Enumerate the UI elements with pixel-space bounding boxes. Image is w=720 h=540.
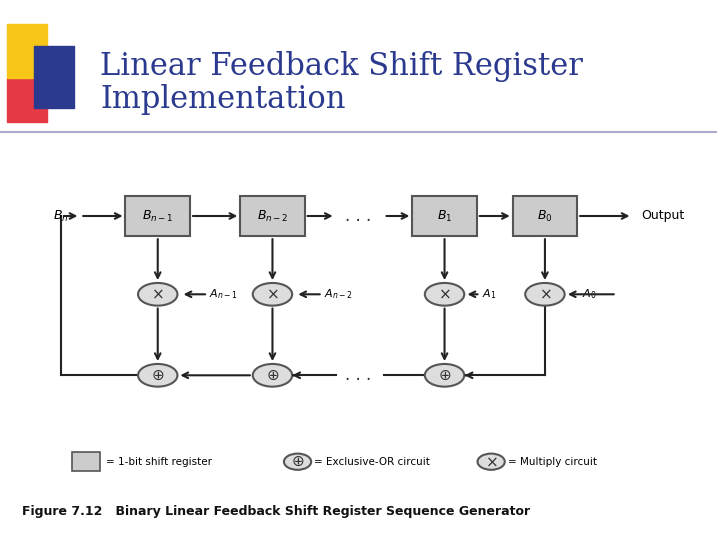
Text: $\oplus$: $\oplus$: [291, 454, 305, 469]
Ellipse shape: [425, 364, 464, 387]
Bar: [35, 46, 74, 108]
Text: $B_n$: $B_n$: [53, 208, 68, 224]
Text: $\oplus$: $\oplus$: [438, 368, 451, 383]
Bar: [240, 195, 305, 237]
Text: $\times$: $\times$: [485, 454, 498, 469]
Text: $\oplus$: $\oplus$: [266, 368, 279, 383]
Text: . . .: . . .: [346, 366, 372, 384]
Ellipse shape: [253, 364, 292, 387]
Bar: [125, 195, 190, 237]
Ellipse shape: [477, 454, 505, 470]
Text: Output: Output: [642, 210, 685, 222]
Text: $B_{n-1}$: $B_{n-1}$: [142, 208, 174, 224]
Text: Implementation: Implementation: [100, 84, 346, 114]
Text: $A_{n-2}$: $A_{n-2}$: [324, 287, 353, 301]
Text: = Exclusive-OR circuit: = Exclusive-OR circuit: [314, 457, 430, 467]
Text: $\times$: $\times$: [438, 287, 451, 302]
Bar: [413, 195, 477, 237]
Text: $B_1$: $B_1$: [437, 208, 452, 224]
Ellipse shape: [253, 283, 292, 306]
Text: Linear Feedback Shift Register: Linear Feedback Shift Register: [100, 51, 583, 82]
Ellipse shape: [138, 283, 177, 306]
Bar: [72, 452, 100, 471]
Ellipse shape: [425, 283, 464, 306]
Ellipse shape: [525, 283, 564, 306]
Text: $A_1$: $A_1$: [482, 287, 496, 301]
Text: $B_0$: $B_0$: [537, 208, 553, 224]
Text: $\times$: $\times$: [266, 287, 279, 302]
Text: = Multiply circuit: = Multiply circuit: [508, 457, 597, 467]
Text: $B_{n-2}$: $B_{n-2}$: [257, 208, 288, 224]
Text: . . .: . . .: [346, 207, 372, 225]
Text: $\oplus$: $\oplus$: [151, 368, 164, 383]
Bar: [7, 24, 47, 78]
Text: Figure 7.12   Binary Linear Feedback Shift Register Sequence Generator: Figure 7.12 Binary Linear Feedback Shift…: [22, 505, 530, 518]
Bar: [7, 78, 47, 122]
Bar: [513, 195, 577, 237]
Text: $\times$: $\times$: [151, 287, 164, 302]
Text: $A_0$: $A_0$: [582, 287, 597, 301]
Ellipse shape: [284, 454, 311, 470]
Text: $\times$: $\times$: [539, 287, 552, 302]
Text: = 1-bit shift register: = 1-bit shift register: [106, 457, 212, 467]
Ellipse shape: [138, 364, 177, 387]
Text: $A_{n-1}$: $A_{n-1}$: [210, 287, 238, 301]
